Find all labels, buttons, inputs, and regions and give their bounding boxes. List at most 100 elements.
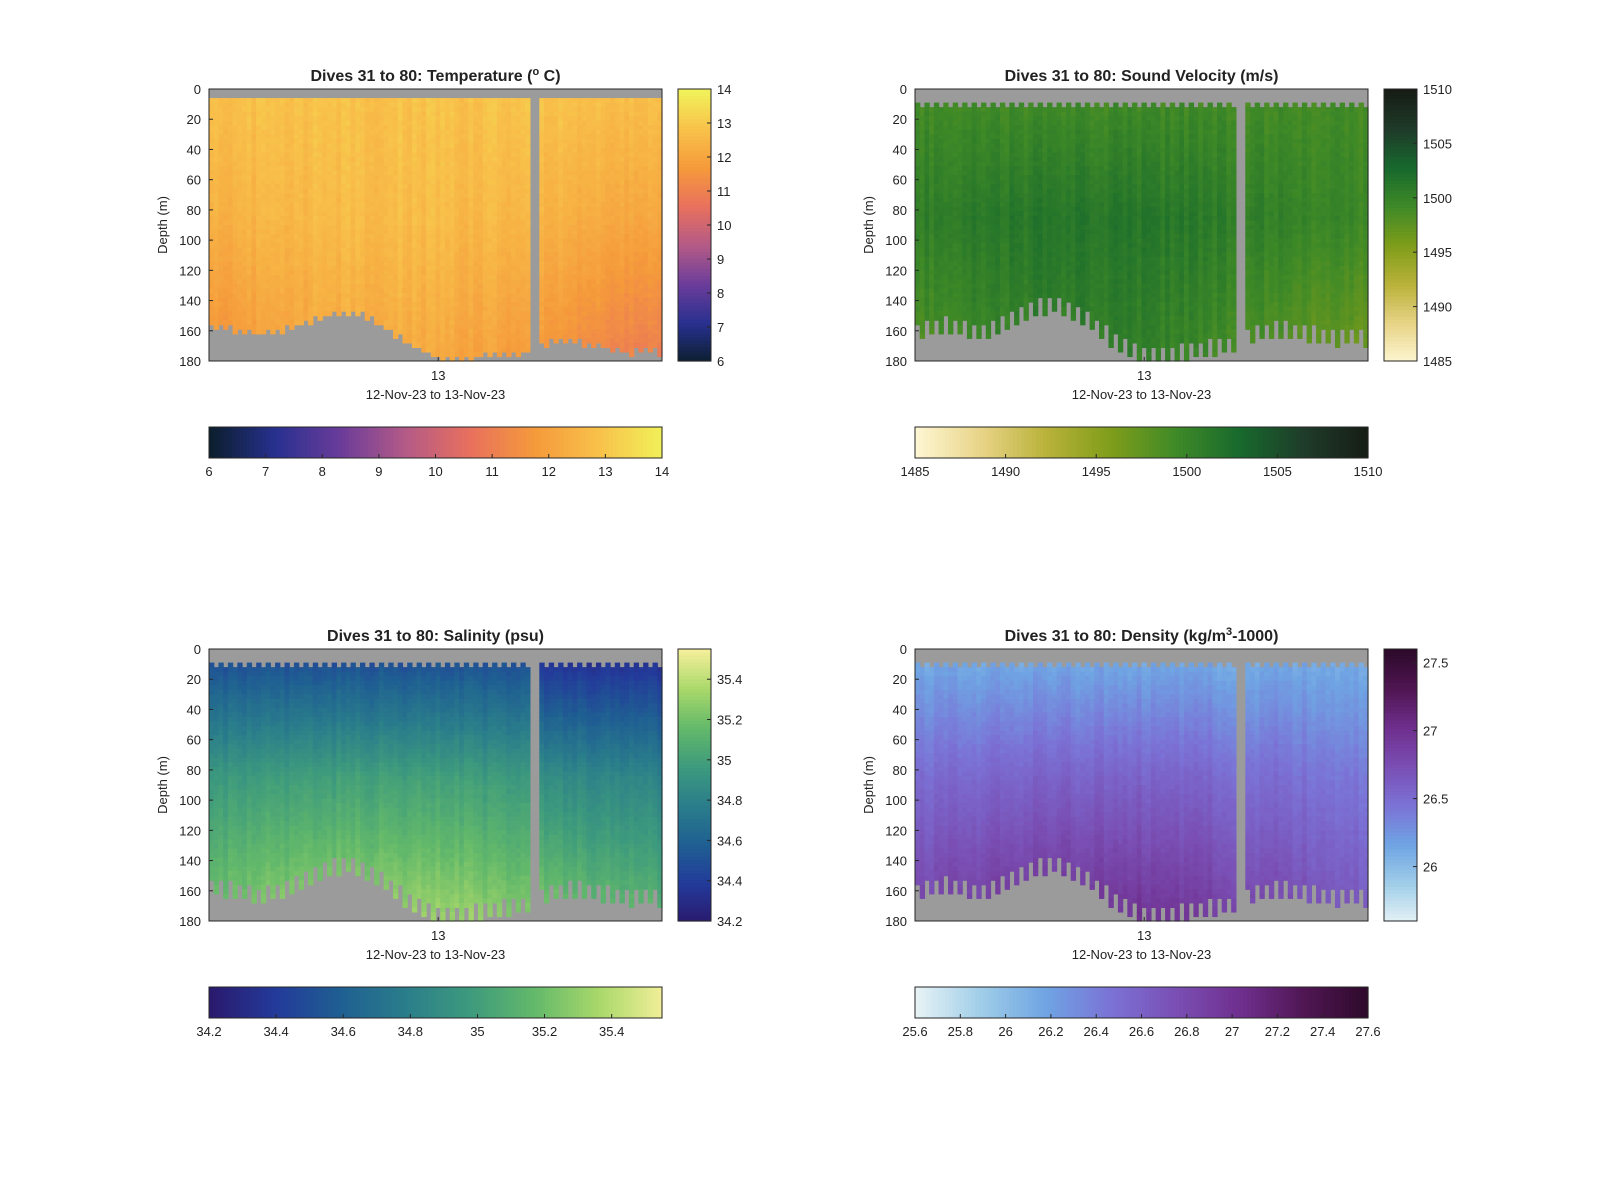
colorbar-tick-label: 35.4	[717, 672, 742, 687]
y-tick-label: 120	[885, 823, 907, 838]
y-tick-label: 20	[893, 672, 907, 687]
colorbar-tick-label: 14	[655, 464, 669, 479]
colorbar-tick-label: 13	[598, 464, 612, 479]
heatmap-cells	[209, 663, 663, 922]
y-axis-label: Depth (m)	[155, 196, 170, 254]
y-tick-label: 120	[885, 263, 907, 278]
colorbar-tick-label: 26.2	[1038, 1024, 1063, 1039]
y-tick-label: 0	[194, 642, 201, 657]
colorbar-tick-label: 1490	[991, 464, 1020, 479]
colorbar-tick-label: 34.2	[717, 914, 742, 929]
colorbar-tick-label: 34.8	[398, 1024, 423, 1039]
x-tick-label: 13	[1137, 928, 1151, 943]
y-tick-label: 60	[187, 173, 201, 188]
colorbar-tick-label: 7	[717, 320, 724, 335]
colorbar-tick-label: 34.8	[717, 793, 742, 808]
y-tick-label: 180	[885, 914, 907, 929]
colorbar-tick-label: 1500	[1172, 464, 1201, 479]
panel-salinity: Dives 31 to 80: Salinity (psu) 0 20 40 60 80 1…	[155, 628, 742, 1039]
y-tick-label: 20	[893, 112, 907, 127]
colorbar-tick-label: 34.4	[717, 874, 742, 889]
y-tick-label: 140	[885, 854, 907, 869]
colorbar-tick-label: 25.8	[948, 1024, 973, 1039]
colorbar-tick-label: 27	[1423, 724, 1437, 739]
y-tick-label: 120	[179, 823, 201, 838]
horizontal-colorbar: 1485 1490 1495 1500 1505 1510	[901, 427, 1383, 479]
y-tick-label: 120	[179, 263, 201, 278]
horizontal-colorbar: 25.6 25.8 26 26.2 26.4 26.6 26.8 27 27.2 27.4 27.6	[902, 987, 1380, 1039]
colorbar-tick-label: 8	[717, 286, 724, 301]
colorbar-tick-label: 1495	[1423, 245, 1452, 260]
panel-sound_velocity: Dives 31 to 80: Sound Velocity (m/s)0204…	[861, 68, 1452, 479]
colorbar-tick-label: 26.5	[1423, 792, 1448, 807]
y-tick-label: 180	[179, 354, 201, 369]
y-tick-label: 100	[885, 793, 907, 808]
colorbar-tick-label: 6	[205, 464, 212, 479]
colorbar-tick-label: 12	[717, 150, 731, 165]
x-axis-label: 12-Nov-23 to 13-Nov-23	[366, 947, 505, 962]
colorbar-tick-label: 35.4	[599, 1024, 624, 1039]
colorbar-tick-label: 34.6	[717, 833, 742, 848]
y-tick-label: 20	[187, 672, 201, 687]
y-tick-label: 40	[187, 702, 201, 717]
y-axis-label: Depth (m)	[155, 756, 170, 814]
colorbar-tick-label: 14	[717, 82, 731, 97]
heatmap-cells	[915, 663, 1369, 922]
y-tick-label: 140	[179, 854, 201, 869]
panel-temperature: Dives 31 to 80: Temperature (o C)0204060…	[155, 66, 731, 479]
y-tick-label: 140	[179, 294, 201, 309]
heatmap-cells	[915, 103, 1369, 362]
colorbar-tick-label: 1485	[1423, 354, 1452, 369]
x-axis-label: 12-Nov-23 to 13-Nov-23	[1072, 947, 1211, 962]
panel-density: Dives 31 to 80: Density (kg/m3-1000)0204…	[861, 626, 1448, 1039]
colorbar-tick-label: 1500	[1423, 191, 1452, 206]
colorbar-tick-label: 1485	[901, 464, 930, 479]
y-tick-label: 160	[885, 324, 907, 339]
colorbar-tick-label: 35	[717, 753, 731, 768]
colorbar-tick-label: 27.2	[1265, 1024, 1290, 1039]
y-tick-label: 80	[893, 763, 907, 778]
y-tick-label: 80	[893, 203, 907, 218]
y-tick-label: 100	[179, 793, 201, 808]
x-axis-label: 12-Nov-23 to 13-Nov-23	[366, 387, 505, 402]
chart-title: Dives 31 to 80: Sound Velocity (m/s)	[1005, 68, 1279, 85]
heatmap-cells	[209, 98, 663, 362]
colorbar-tick-label: 34.4	[263, 1024, 288, 1039]
horizontal-colorbar: 6 7 8 9 10 11 12 13 14	[205, 427, 669, 479]
x-tick-label: 13	[431, 928, 445, 943]
y-tick-label: 160	[179, 324, 201, 339]
chart-title: Dives 31 to 80: Density (kg/m3-1000)	[1005, 626, 1279, 645]
colorbar-tick-label: 7	[262, 464, 269, 479]
colorbar-tick-label: 9	[375, 464, 382, 479]
y-axis-label: Depth (m)	[861, 196, 876, 254]
x-tick-label: 13	[1137, 368, 1151, 383]
y-tick-label: 60	[187, 733, 201, 748]
colorbar-tick-label: 27	[1225, 1024, 1239, 1039]
colorbar-tick-label: 34.6	[331, 1024, 356, 1039]
y-tick-label: 0	[194, 82, 201, 97]
colorbar-tick-label: 10	[717, 218, 731, 233]
colorbar-tick-label: 10	[428, 464, 442, 479]
colorbar-tick-label: 12	[542, 464, 556, 479]
y-tick-label: 0	[900, 642, 907, 657]
colorbar-tick-label: 25.6	[902, 1024, 927, 1039]
colorbar-tick-label: 1510	[1354, 464, 1383, 479]
y-tick-label: 80	[187, 203, 201, 218]
vertical-colorbar: 34.2 34.4 34.6 34.8 35 35.2 35.4	[678, 649, 742, 929]
colorbar-tick-label: 26	[998, 1024, 1012, 1039]
chart-title: Dives 31 to 80: Salinity (psu)	[327, 628, 544, 645]
colorbar-tick-label: 26.6	[1129, 1024, 1154, 1039]
y-tick-label: 80	[187, 763, 201, 778]
colorbar-tick-label: 27.6	[1355, 1024, 1380, 1039]
colorbar-tick-label: 35.2	[717, 713, 742, 728]
chart-title: Dives 31 to 80: Temperature (o C)	[310, 66, 560, 85]
colorbar-tick-label: 1505	[1423, 136, 1452, 151]
colorbar-tick-label: 26	[1423, 860, 1437, 875]
colorbar-tick-label: 8	[319, 464, 326, 479]
y-tick-label: 40	[187, 142, 201, 157]
colorbar-tick-label: 35.2	[532, 1024, 557, 1039]
y-tick-label: 180	[885, 354, 907, 369]
colorbar-tick-label: 1510	[1423, 82, 1452, 97]
